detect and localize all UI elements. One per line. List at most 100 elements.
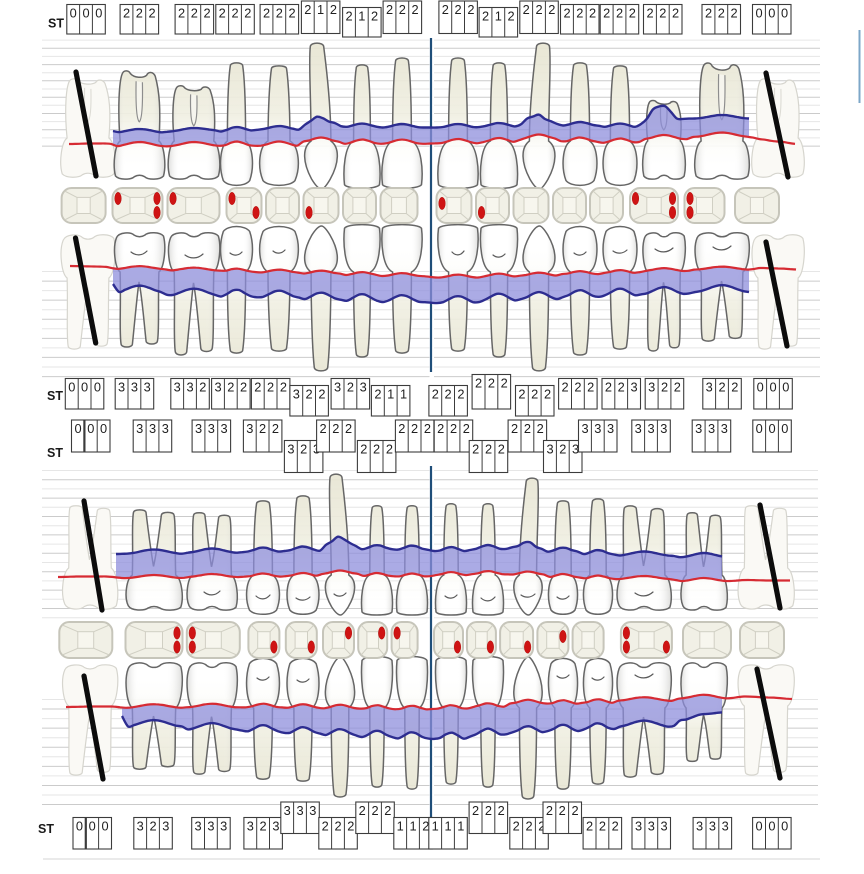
svg-text:2: 2 — [563, 6, 570, 21]
svg-text:3: 3 — [334, 380, 341, 395]
svg-text:2: 2 — [244, 6, 251, 21]
svg-text:0: 0 — [101, 819, 108, 834]
svg-text:0: 0 — [82, 6, 89, 21]
svg-text:3: 3 — [221, 421, 228, 436]
svg-text:2: 2 — [330, 2, 337, 17]
svg-text:2: 2 — [537, 421, 544, 436]
svg-text:0: 0 — [76, 819, 83, 834]
svg-text:0: 0 — [756, 421, 763, 436]
svg-text:3: 3 — [706, 380, 713, 395]
svg-text:2: 2 — [289, 6, 296, 21]
svg-text:2: 2 — [306, 387, 313, 402]
svg-text:2: 2 — [498, 803, 505, 818]
svg-text:2: 2 — [718, 380, 725, 395]
svg-text:0: 0 — [768, 819, 775, 834]
svg-text:2: 2 — [501, 376, 508, 391]
svg-text:0: 0 — [70, 6, 77, 21]
svg-text:3: 3 — [118, 380, 125, 395]
svg-text:3: 3 — [207, 819, 214, 834]
svg-text:3: 3 — [721, 421, 728, 436]
svg-text:2: 2 — [535, 2, 542, 17]
svg-text:1: 1 — [317, 2, 324, 17]
svg-text:2: 2 — [659, 6, 666, 21]
svg-text:2: 2 — [498, 442, 505, 457]
svg-text:ST: ST — [47, 446, 63, 460]
svg-text:2: 2 — [318, 387, 325, 402]
svg-text:2: 2 — [450, 421, 457, 436]
svg-text:2: 2 — [524, 421, 531, 436]
svg-text:3: 3 — [581, 421, 588, 436]
svg-text:2: 2 — [149, 819, 156, 834]
svg-text:2: 2 — [272, 421, 279, 436]
svg-text:3: 3 — [144, 380, 151, 395]
svg-text:3: 3 — [247, 819, 254, 834]
svg-text:2: 2 — [263, 6, 270, 21]
svg-text:3: 3 — [186, 380, 193, 395]
svg-text:3: 3 — [309, 803, 316, 818]
svg-text:2: 2 — [386, 442, 393, 457]
svg-text:2: 2 — [618, 380, 625, 395]
svg-text:2: 2 — [559, 803, 566, 818]
svg-text:2: 2 — [523, 2, 530, 17]
svg-text:3: 3 — [208, 421, 215, 436]
svg-text:2: 2 — [587, 380, 594, 395]
svg-text:3: 3 — [246, 421, 253, 436]
svg-text:3: 3 — [661, 819, 668, 834]
svg-text:2: 2 — [646, 6, 653, 21]
svg-text:2: 2 — [538, 819, 545, 834]
svg-text:3: 3 — [296, 803, 303, 818]
svg-text:2: 2 — [616, 6, 623, 21]
svg-text:2: 2 — [322, 819, 329, 834]
svg-text:2: 2 — [231, 6, 238, 21]
svg-text:2: 2 — [260, 819, 267, 834]
svg-text:0: 0 — [74, 421, 81, 436]
svg-text:2: 2 — [371, 803, 378, 818]
svg-text:2: 2 — [204, 6, 211, 21]
svg-text:2: 2 — [411, 421, 418, 436]
svg-text:2: 2 — [345, 9, 352, 24]
svg-text:3: 3 — [195, 421, 202, 436]
svg-text:3: 3 — [360, 380, 367, 395]
svg-text:2: 2 — [373, 442, 380, 457]
svg-text:3: 3 — [195, 819, 202, 834]
svg-text:2: 2 — [546, 803, 553, 818]
svg-text:3: 3 — [220, 819, 227, 834]
svg-text:2: 2 — [457, 387, 464, 402]
svg-text:1: 1 — [387, 387, 394, 402]
svg-text:2: 2 — [280, 380, 287, 395]
svg-text:3: 3 — [648, 819, 655, 834]
svg-text:0: 0 — [68, 380, 75, 395]
svg-text:2: 2 — [432, 387, 439, 402]
svg-text:2: 2 — [463, 421, 470, 436]
svg-text:0: 0 — [769, 380, 776, 395]
svg-text:2: 2 — [422, 819, 429, 834]
svg-text:2: 2 — [254, 380, 261, 395]
svg-text:2: 2 — [240, 380, 247, 395]
svg-text:3: 3 — [607, 421, 614, 436]
svg-text:1: 1 — [444, 819, 451, 834]
svg-text:1: 1 — [358, 9, 365, 24]
svg-text:0: 0 — [768, 6, 775, 21]
svg-text:2: 2 — [347, 380, 354, 395]
svg-text:2: 2 — [300, 442, 307, 457]
svg-text:3: 3 — [214, 380, 221, 395]
svg-text:2: 2 — [199, 380, 206, 395]
svg-text:2: 2 — [412, 2, 419, 17]
svg-text:2: 2 — [559, 442, 566, 457]
svg-text:2: 2 — [472, 442, 479, 457]
svg-text:2: 2 — [603, 6, 610, 21]
svg-text:3: 3 — [174, 380, 181, 395]
svg-text:3: 3 — [635, 819, 642, 834]
svg-text:3: 3 — [709, 819, 716, 834]
svg-text:2: 2 — [731, 380, 738, 395]
svg-text:3: 3 — [284, 803, 291, 818]
svg-text:2: 2 — [599, 819, 606, 834]
svg-text:0: 0 — [768, 421, 775, 436]
svg-text:2: 2 — [455, 2, 462, 17]
svg-text:2: 2 — [544, 387, 551, 402]
svg-text:2: 2 — [384, 803, 391, 818]
svg-text:1: 1 — [495, 9, 502, 24]
svg-text:2: 2 — [508, 9, 515, 24]
svg-text:2: 2 — [467, 2, 474, 17]
svg-text:3: 3 — [572, 442, 579, 457]
